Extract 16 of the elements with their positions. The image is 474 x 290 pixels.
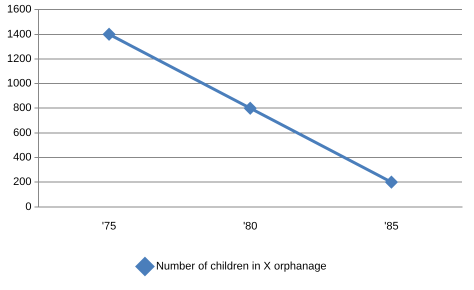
- y-tick-label: 400: [13, 152, 32, 164]
- y-tick-label: 1400: [6, 28, 32, 40]
- point: [103, 28, 116, 40]
- point: [244, 102, 256, 114]
- x-tick-label: '85: [384, 220, 399, 232]
- y-tick-label: 800: [13, 102, 32, 114]
- y-tick-label: 1200: [6, 52, 32, 65]
- point: [385, 176, 398, 188]
- x-tick-label: '80: [243, 220, 258, 232]
- y-tick-label: 200: [13, 176, 32, 188]
- y-tick-label: 600: [13, 126, 32, 139]
- x-tick-label: '75: [102, 220, 116, 232]
- legend-label: Number of children in X orphanage: [156, 260, 327, 273]
- y-tick-label: 1000: [6, 78, 32, 90]
- y-tick-label: 1600: [6, 4, 32, 16]
- y-tick-label: 0: [25, 200, 32, 213]
